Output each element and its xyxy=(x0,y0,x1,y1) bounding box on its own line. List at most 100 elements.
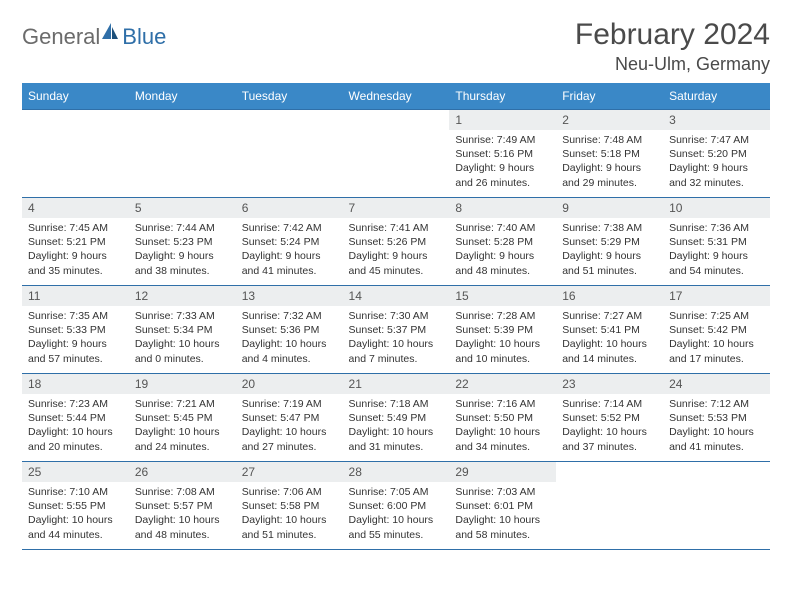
sunrise-text: Sunrise: 7:41 AM xyxy=(349,221,444,235)
weekday-header: Monday xyxy=(129,83,236,110)
calendar-cell xyxy=(236,110,343,198)
calendar-cell: 22Sunrise: 7:16 AMSunset: 5:50 PMDayligh… xyxy=(449,374,556,462)
day-number: 4 xyxy=(22,198,129,218)
daylight-text: Daylight: 9 hours and 45 minutes. xyxy=(349,249,444,277)
calendar-cell xyxy=(556,462,663,550)
day-number: 28 xyxy=(343,462,450,482)
daylight-text: Daylight: 10 hours and 58 minutes. xyxy=(455,513,550,541)
day-number: 9 xyxy=(556,198,663,218)
month-title: February 2024 xyxy=(575,18,770,52)
weekday-header: Tuesday xyxy=(236,83,343,110)
day-body: Sunrise: 7:40 AMSunset: 5:28 PMDaylight:… xyxy=(449,218,556,284)
calendar-cell: 11Sunrise: 7:35 AMSunset: 5:33 PMDayligh… xyxy=(22,286,129,374)
daylight-text: Daylight: 10 hours and 44 minutes. xyxy=(28,513,123,541)
sunset-text: Sunset: 5:34 PM xyxy=(135,323,230,337)
calendar-cell: 2Sunrise: 7:48 AMSunset: 5:18 PMDaylight… xyxy=(556,110,663,198)
sunrise-text: Sunrise: 7:16 AM xyxy=(455,397,550,411)
sunset-text: Sunset: 5:18 PM xyxy=(562,147,657,161)
day-body: Sunrise: 7:38 AMSunset: 5:29 PMDaylight:… xyxy=(556,218,663,284)
sunrise-text: Sunrise: 7:38 AM xyxy=(562,221,657,235)
day-number: 23 xyxy=(556,374,663,394)
sunset-text: Sunset: 5:20 PM xyxy=(669,147,764,161)
title-block: February 2024 Neu-Ulm, Germany xyxy=(575,18,770,75)
weekday-header: Friday xyxy=(556,83,663,110)
calendar-cell: 23Sunrise: 7:14 AMSunset: 5:52 PMDayligh… xyxy=(556,374,663,462)
daylight-text: Daylight: 9 hours and 41 minutes. xyxy=(242,249,337,277)
sunrise-text: Sunrise: 7:48 AM xyxy=(562,133,657,147)
sunset-text: Sunset: 5:53 PM xyxy=(669,411,764,425)
sunrise-text: Sunrise: 7:10 AM xyxy=(28,485,123,499)
sunset-text: Sunset: 5:36 PM xyxy=(242,323,337,337)
calendar-cell: 19Sunrise: 7:21 AMSunset: 5:45 PMDayligh… xyxy=(129,374,236,462)
calendar-cell: 16Sunrise: 7:27 AMSunset: 5:41 PMDayligh… xyxy=(556,286,663,374)
day-number: 22 xyxy=(449,374,556,394)
brand-sail-icon xyxy=(100,21,120,41)
daylight-text: Daylight: 10 hours and 0 minutes. xyxy=(135,337,230,365)
calendar-cell: 18Sunrise: 7:23 AMSunset: 5:44 PMDayligh… xyxy=(22,374,129,462)
day-number: 29 xyxy=(449,462,556,482)
sunrise-text: Sunrise: 7:21 AM xyxy=(135,397,230,411)
sunset-text: Sunset: 5:29 PM xyxy=(562,235,657,249)
sunset-text: Sunset: 5:52 PM xyxy=(562,411,657,425)
weekday-header: Sunday xyxy=(22,83,129,110)
day-number: 15 xyxy=(449,286,556,306)
sunrise-text: Sunrise: 7:32 AM xyxy=(242,309,337,323)
brand-part1: General xyxy=(22,24,100,50)
sunrise-text: Sunrise: 7:12 AM xyxy=(669,397,764,411)
sunrise-text: Sunrise: 7:47 AM xyxy=(669,133,764,147)
calendar-cell: 8Sunrise: 7:40 AMSunset: 5:28 PMDaylight… xyxy=(449,198,556,286)
sunrise-text: Sunrise: 7:14 AM xyxy=(562,397,657,411)
calendar-cell xyxy=(663,462,770,550)
sunrise-text: Sunrise: 7:27 AM xyxy=(562,309,657,323)
calendar-table: SundayMondayTuesdayWednesdayThursdayFrid… xyxy=(22,83,770,550)
calendar-cell: 27Sunrise: 7:06 AMSunset: 5:58 PMDayligh… xyxy=(236,462,343,550)
day-body: Sunrise: 7:45 AMSunset: 5:21 PMDaylight:… xyxy=(22,218,129,284)
brand-logo: General Blue xyxy=(22,18,166,50)
day-body: Sunrise: 7:10 AMSunset: 5:55 PMDaylight:… xyxy=(22,482,129,548)
calendar-cell: 21Sunrise: 7:18 AMSunset: 5:49 PMDayligh… xyxy=(343,374,450,462)
day-number: 6 xyxy=(236,198,343,218)
day-number: 11 xyxy=(22,286,129,306)
calendar-cell: 12Sunrise: 7:33 AMSunset: 5:34 PMDayligh… xyxy=(129,286,236,374)
weekday-header: Wednesday xyxy=(343,83,450,110)
sunrise-text: Sunrise: 7:45 AM xyxy=(28,221,123,235)
sunset-text: Sunset: 6:00 PM xyxy=(349,499,444,513)
daylight-text: Daylight: 10 hours and 17 minutes. xyxy=(669,337,764,365)
day-number: 20 xyxy=(236,374,343,394)
calendar-cell: 4Sunrise: 7:45 AMSunset: 5:21 PMDaylight… xyxy=(22,198,129,286)
sunset-text: Sunset: 5:33 PM xyxy=(28,323,123,337)
day-body: Sunrise: 7:48 AMSunset: 5:18 PMDaylight:… xyxy=(556,130,663,196)
calendar-cell: 7Sunrise: 7:41 AMSunset: 5:26 PMDaylight… xyxy=(343,198,450,286)
daylight-text: Daylight: 9 hours and 32 minutes. xyxy=(669,161,764,189)
weekday-header: Saturday xyxy=(663,83,770,110)
sunset-text: Sunset: 5:26 PM xyxy=(349,235,444,249)
sunset-text: Sunset: 5:41 PM xyxy=(562,323,657,337)
daylight-text: Daylight: 9 hours and 38 minutes. xyxy=(135,249,230,277)
day-body: Sunrise: 7:44 AMSunset: 5:23 PMDaylight:… xyxy=(129,218,236,284)
sunset-text: Sunset: 5:31 PM xyxy=(669,235,764,249)
sunrise-text: Sunrise: 7:23 AM xyxy=(28,397,123,411)
daylight-text: Daylight: 10 hours and 31 minutes. xyxy=(349,425,444,453)
calendar-cell: 10Sunrise: 7:36 AMSunset: 5:31 PMDayligh… xyxy=(663,198,770,286)
calendar-week-row: 1Sunrise: 7:49 AMSunset: 5:16 PMDaylight… xyxy=(22,110,770,198)
calendar-page: General Blue February 2024 Neu-Ulm, Germ… xyxy=(0,0,792,550)
sunset-text: Sunset: 5:28 PM xyxy=(455,235,550,249)
day-body: Sunrise: 7:12 AMSunset: 5:53 PMDaylight:… xyxy=(663,394,770,460)
sunset-text: Sunset: 5:47 PM xyxy=(242,411,337,425)
sunrise-text: Sunrise: 7:44 AM xyxy=(135,221,230,235)
daylight-text: Daylight: 10 hours and 48 minutes. xyxy=(135,513,230,541)
calendar-cell: 3Sunrise: 7:47 AMSunset: 5:20 PMDaylight… xyxy=(663,110,770,198)
header: General Blue February 2024 Neu-Ulm, Germ… xyxy=(22,18,770,75)
sunrise-text: Sunrise: 7:33 AM xyxy=(135,309,230,323)
sunset-text: Sunset: 5:16 PM xyxy=(455,147,550,161)
daylight-text: Daylight: 10 hours and 41 minutes. xyxy=(669,425,764,453)
calendar-week-row: 18Sunrise: 7:23 AMSunset: 5:44 PMDayligh… xyxy=(22,374,770,462)
daylight-text: Daylight: 10 hours and 34 minutes. xyxy=(455,425,550,453)
day-number: 18 xyxy=(22,374,129,394)
sunset-text: Sunset: 5:23 PM xyxy=(135,235,230,249)
day-number: 24 xyxy=(663,374,770,394)
day-number: 25 xyxy=(22,462,129,482)
sunset-text: Sunset: 5:55 PM xyxy=(28,499,123,513)
calendar-week-row: 25Sunrise: 7:10 AMSunset: 5:55 PMDayligh… xyxy=(22,462,770,550)
sunrise-text: Sunrise: 7:35 AM xyxy=(28,309,123,323)
